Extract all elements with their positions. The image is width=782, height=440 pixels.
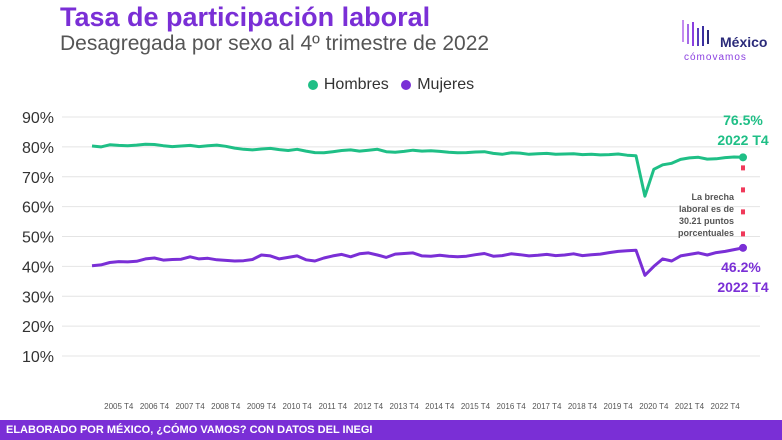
x-tick-label: 2013 T4 bbox=[390, 402, 420, 411]
footer-source: ELABORADO POR MÉXICO, ¿CÓMO VAMOS? CON D… bbox=[0, 420, 782, 440]
gap-note-line: porcentuales bbox=[678, 228, 734, 238]
x-tick-label: 2010 T4 bbox=[283, 402, 313, 411]
x-tick-label: 2017 T4 bbox=[532, 402, 562, 411]
hombres-end-period: 2022 T4 bbox=[717, 132, 769, 148]
x-tick-label: 2006 T4 bbox=[140, 402, 170, 411]
hombres-end-value: 76.5% bbox=[723, 112, 763, 128]
legend-mujeres-dot-icon bbox=[401, 79, 412, 90]
x-tick-label: 2005 T4 bbox=[104, 402, 134, 411]
mujeres-end-value: 46.2% bbox=[721, 259, 761, 275]
end-marker-hombres bbox=[739, 153, 747, 162]
x-tick-label: 2016 T4 bbox=[497, 402, 527, 411]
y-tick-label: 10% bbox=[22, 349, 54, 366]
end-marker-mujeres bbox=[739, 243, 747, 252]
x-tick-label: 2015 T4 bbox=[461, 402, 491, 411]
y-tick-label: 20% bbox=[22, 319, 54, 336]
mujeres-end-period: 2022 T4 bbox=[717, 279, 769, 295]
mexico-como-vamos-logo: México cómovamos bbox=[676, 18, 768, 64]
x-tick-label: 2020 T4 bbox=[639, 402, 669, 411]
y-tick-label: 30% bbox=[22, 289, 54, 306]
logo-bars-icon bbox=[682, 20, 709, 46]
x-tick-label: 2009 T4 bbox=[247, 402, 277, 411]
chart-title: Tasa de participación laboral bbox=[60, 2, 431, 32]
x-tick-label: 2014 T4 bbox=[425, 402, 455, 411]
y-tick-label: 90% bbox=[22, 110, 54, 127]
x-tick-label: 2008 T4 bbox=[211, 402, 241, 411]
chart-subtitle: Desagregada por sexo al 4º trimestre de … bbox=[60, 32, 490, 55]
x-tick-label: 2018 T4 bbox=[568, 402, 598, 411]
x-tick-label: 2021 T4 bbox=[675, 402, 705, 411]
legend-mujeres-label: Mujeres bbox=[417, 76, 475, 93]
y-tick-label: 50% bbox=[22, 230, 54, 247]
series-line-hombres bbox=[91, 142, 744, 198]
x-tick-label: 2019 T4 bbox=[604, 402, 634, 411]
x-tick-label: 2011 T4 bbox=[318, 402, 347, 411]
y-tick-label: 80% bbox=[22, 140, 54, 157]
legend-item-hombres: Hombres bbox=[307, 76, 389, 94]
logo-main-text: México bbox=[720, 34, 768, 50]
logo-sub-text: cómovamos bbox=[684, 52, 747, 63]
gap-note-line: laboral es de bbox=[679, 204, 734, 214]
series-line-mujeres bbox=[91, 246, 744, 277]
legend-item-mujeres: Mujeres bbox=[401, 76, 474, 94]
legend-hombres-label: Hombres bbox=[323, 76, 389, 93]
x-tick-label: 2022 T4 bbox=[711, 402, 741, 411]
y-tick-label: 70% bbox=[22, 170, 54, 187]
line-chart: 90% 80% 70% 60% 50% 40% 30% 20% 10% 2005 T4 2006 T… bbox=[22, 110, 769, 411]
gap-note-line: 30.21 puntos bbox=[679, 216, 734, 226]
x-tick-label: 2012 T4 bbox=[354, 402, 384, 411]
chart-legend: Hombres Mujeres bbox=[0, 76, 782, 94]
legend-hombres-dot-icon bbox=[307, 79, 318, 90]
x-tick-label: 2007 T4 bbox=[175, 402, 205, 411]
y-tick-label: 40% bbox=[22, 259, 54, 276]
y-tick-label: 60% bbox=[22, 200, 54, 217]
gap-note-line: La brecha bbox=[691, 192, 735, 202]
